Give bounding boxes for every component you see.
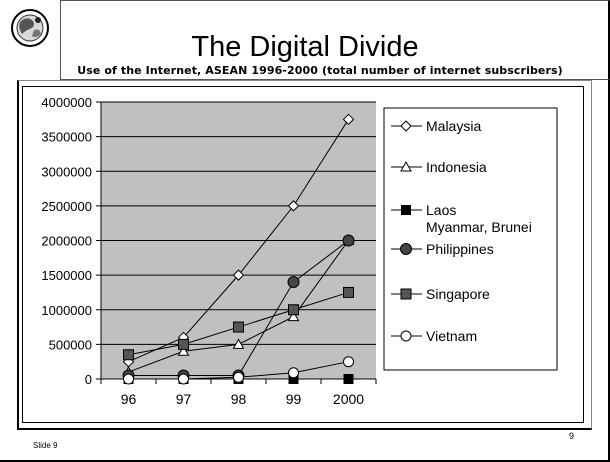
data-point (287, 276, 300, 289)
y-tick-label: 3500000 (41, 130, 92, 145)
y-tick-label: 1000000 (41, 303, 92, 318)
slide-title: The Digital Divide (191, 31, 419, 63)
y-tick-label: 2500000 (41, 199, 92, 214)
legend-marker (400, 160, 412, 172)
data-point (342, 234, 355, 247)
legend-marker (400, 120, 412, 132)
legend-marker (400, 288, 412, 300)
legend-marker (400, 330, 412, 342)
legend-label: Philippines (426, 241, 494, 257)
legend-label: Indonesia (426, 159, 487, 175)
data-point (233, 321, 244, 333)
y-tick-label: 4000000 (41, 95, 92, 110)
data-point (342, 113, 355, 126)
legend-label: Malaysia (426, 118, 481, 134)
y-tick-label: 3000000 (41, 164, 92, 179)
y-tick-label: 2000000 (41, 234, 92, 249)
data-point (287, 200, 300, 212)
legend-label: Vietnam (426, 328, 477, 344)
x-tick-label: 99 (286, 391, 302, 407)
data-point (177, 345, 190, 356)
page-number: 9 (569, 431, 575, 441)
data-point (343, 286, 354, 298)
legend-marker (401, 205, 411, 215)
legend-label: Singapore (426, 286, 490, 302)
legend-box (383, 107, 558, 371)
globe-emblem-icon (11, 9, 49, 47)
data-point (233, 371, 244, 383)
footer-slide-label: Slide 9 (33, 441, 58, 450)
data-point (232, 338, 245, 349)
data-point (288, 304, 299, 316)
data-point (287, 310, 300, 322)
legend-marker (400, 243, 412, 255)
title-box (60, 0, 609, 80)
x-tick-label: 98 (231, 391, 247, 407)
y-tick-label: 0 (85, 372, 92, 387)
data-point (123, 373, 134, 385)
y-tick-label: 500000 (49, 337, 92, 352)
legend-label: Myanmar, Brunei (426, 219, 532, 235)
data-point (178, 338, 189, 350)
y-tick-label: 1500000 (41, 268, 92, 283)
data-point (178, 373, 189, 385)
x-tick-label: 96 (121, 391, 137, 407)
data-point (232, 269, 245, 281)
x-tick-label: 97 (176, 391, 192, 407)
slide-subtitle: Use of the Internet, ASEAN 1996-2000 (to… (77, 64, 563, 77)
data-point (123, 349, 134, 361)
chart-outer-frame (17, 80, 592, 430)
x-tick-label: 2000 (333, 391, 364, 407)
data-point (343, 356, 354, 368)
data-point (288, 367, 299, 379)
data-point (343, 374, 354, 384)
legend-label: Laos (426, 202, 456, 218)
